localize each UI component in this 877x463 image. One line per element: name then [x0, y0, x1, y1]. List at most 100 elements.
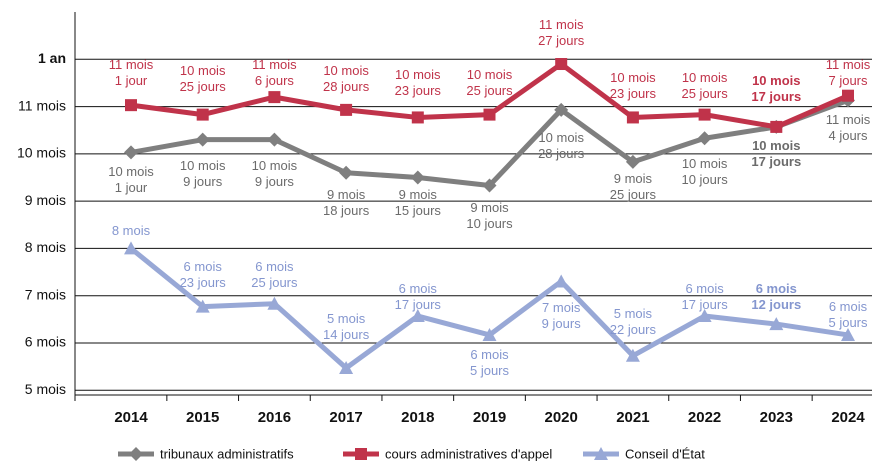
data-label: 10 mois 25 jours [466, 67, 513, 98]
x-tick-label: 2022 [688, 409, 721, 426]
data-label-line: 6 mois [184, 259, 223, 274]
data-label-line: 9 mois [614, 171, 653, 186]
data-label: 5 mois 14 jours [323, 311, 370, 342]
marker [482, 327, 497, 341]
x-tick-label: 2024 [831, 409, 865, 426]
y-tick-label: 11 mois [18, 97, 66, 113]
data-label-line: 6 mois [685, 281, 724, 296]
data-label-line: 28 jours [323, 79, 370, 94]
data-label-line: 6 mois [470, 347, 509, 362]
marker [124, 145, 138, 160]
y-tick-label: 1 an [38, 50, 66, 66]
marker [339, 165, 354, 180]
data-label-line: 11 mois [826, 57, 871, 72]
data-label-line: 11 mois [109, 57, 154, 72]
y-tick-label: 7 mois [25, 286, 66, 302]
data-label-line: 17 jours [681, 297, 728, 312]
marker [339, 361, 354, 375]
data-label-line: 5 mois [327, 311, 366, 326]
x-tick-label: 2018 [401, 409, 434, 426]
marker [267, 132, 282, 147]
data-label-line: 10 mois [682, 156, 728, 171]
marker [195, 299, 210, 313]
x-tick-label: 2023 [760, 409, 793, 426]
marker [483, 108, 496, 121]
data-label: 11 mois 1 jour [109, 57, 154, 88]
data-label: 11 mois 6 jours [252, 57, 297, 88]
data-label-line: 6 mois [829, 299, 868, 314]
data-label-line: 10 mois [538, 130, 584, 145]
data-label: 9 mois 15 jours [395, 187, 442, 218]
data-label-line: 12 jours [751, 297, 801, 312]
marker [697, 131, 712, 146]
data-label-line: 15 jours [395, 203, 442, 218]
marker [355, 448, 367, 460]
data-label-line: 22 jours [610, 322, 657, 337]
data-label-line: 7 mois [542, 300, 581, 315]
x-tick-label: 2019 [473, 409, 506, 426]
marker [770, 120, 783, 133]
y-tick-label: 9 mois [25, 192, 66, 208]
data-label: 9 mois 10 jours [466, 200, 513, 231]
data-label-line: 23 jours [180, 275, 227, 290]
data-label-line: 10 mois [180, 158, 226, 173]
data-label: 10 mois 9 jours [180, 158, 226, 189]
marker [769, 317, 784, 331]
data-label: 10 mois 17 jours [751, 73, 801, 104]
data-label: 6 mois 5 jours [470, 347, 510, 378]
data-label-line: 6 jours [255, 73, 295, 88]
data-label: 6 mois 17 jours [395, 281, 442, 312]
data-label-line: 23 jours [610, 86, 657, 101]
data-label-line: 10 mois [180, 63, 226, 78]
marker [410, 170, 425, 185]
data-label-line: 7 jours [828, 73, 868, 88]
marker [482, 178, 497, 193]
data-label-line: 25 jours [466, 83, 513, 98]
data-label-line: 10 mois [467, 67, 513, 82]
data-label-line: 5 jours [828, 315, 868, 330]
data-label-line: 10 mois [610, 70, 656, 85]
data-label-line: 10 mois [252, 158, 298, 173]
data-label-line: 10 mois [682, 70, 728, 85]
data-label-line: 1 jour [115, 73, 148, 88]
marker [196, 108, 209, 121]
marker [554, 102, 569, 117]
marker [268, 91, 281, 104]
data-label-line: 10 mois [108, 164, 154, 179]
legend-item: Conseil d'État [583, 446, 705, 461]
data-label: 7 mois 9 jours [542, 300, 582, 331]
marker [554, 274, 569, 288]
data-label-line: 25 jours [251, 275, 298, 290]
data-label: 6 mois 5 jours [828, 299, 868, 330]
data-label-line: 17 jours [751, 154, 801, 169]
data-label-line: 10 jours [466, 216, 513, 231]
data-label: 6 mois 12 jours [751, 281, 801, 312]
marker [340, 103, 353, 116]
legend-item: cours administratives d'appel [343, 446, 552, 461]
x-tick-label: 2021 [616, 409, 649, 426]
data-label-line: 10 mois [752, 73, 800, 88]
data-label: 5 mois 22 jours [610, 306, 657, 337]
data-label-line: 10 mois [395, 67, 441, 82]
data-label: 10 mois 10 jours [681, 156, 728, 187]
marker [411, 111, 424, 124]
x-tick-label: 2014 [114, 409, 148, 426]
data-label: 10 mois 17 jours [751, 138, 801, 169]
x-tick-label: 2016 [258, 409, 291, 426]
marker [125, 99, 137, 112]
legend-label: tribunaux administratifs [160, 446, 294, 461]
marker [124, 241, 138, 255]
data-label: 10 mois 28 jours [323, 63, 370, 94]
marker [594, 447, 608, 460]
marker [195, 132, 210, 147]
data-label: 6 mois 25 jours [251, 259, 298, 290]
marker [129, 447, 143, 461]
data-label-line: 10 mois [752, 138, 800, 153]
data-label: 6 mois 23 jours [180, 259, 227, 290]
data-label-line: 9 mois [399, 187, 438, 202]
x-tick-label: 2017 [329, 409, 362, 426]
marker [697, 309, 712, 323]
data-label-line: 1 jour [115, 180, 148, 195]
data-label-line: 9 jours [255, 174, 295, 189]
